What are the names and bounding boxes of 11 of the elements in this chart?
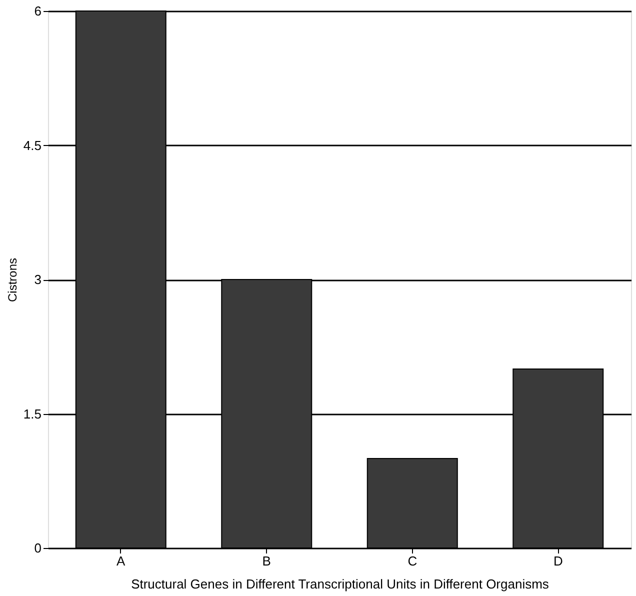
y-tick-label: 3 [34, 272, 42, 287]
y-axis-title: Cistrons [5, 258, 20, 302]
y-tick-label: 1.5 [23, 406, 42, 422]
y-tick-label: 0 [34, 540, 42, 556]
x-tick-label: D [553, 554, 563, 568]
y-tick-label: 6 [34, 4, 42, 18]
x-axis-title: Structural Genes in Different Transcriptional Units in Different Organisms [131, 576, 550, 592]
y-tick-label: 4.5 [23, 138, 42, 153]
x-tick-label: C [408, 554, 418, 568]
x-tick-label: B [262, 554, 271, 568]
x-tick-label: A [116, 554, 126, 568]
